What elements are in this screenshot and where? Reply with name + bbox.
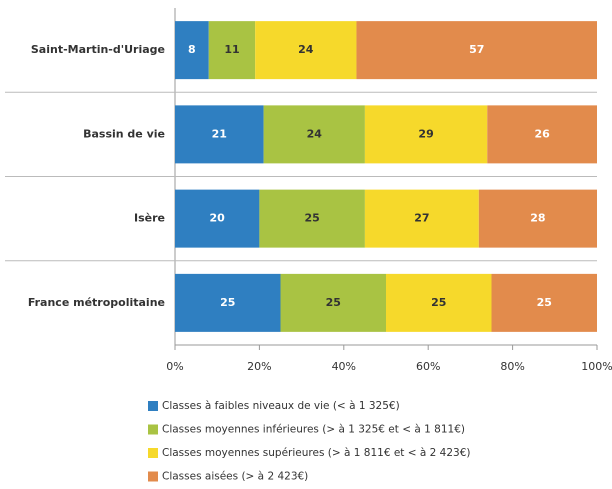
legend-swatch <box>148 401 158 411</box>
bar-segment <box>386 273 492 332</box>
data-label: 21 <box>212 127 227 140</box>
data-label: 57 <box>469 43 484 56</box>
category-label: Saint-Martin-d'Uriage <box>31 43 165 56</box>
data-label: 24 <box>298 43 314 56</box>
data-label: 29 <box>418 127 433 140</box>
data-label: 11 <box>224 43 239 56</box>
data-label: 25 <box>220 296 235 309</box>
data-label: 27 <box>414 212 429 225</box>
category-label: Isère <box>134 212 165 225</box>
bar-segment <box>255 21 357 80</box>
bar-segment <box>364 105 488 164</box>
legend-label: Classes moyennes inférieures (> à 1 325€… <box>162 424 465 436</box>
bar-segment <box>478 189 597 248</box>
data-label: 25 <box>326 296 341 309</box>
bar-segment <box>364 189 479 248</box>
bar-segment <box>356 21 597 80</box>
bar-segment <box>280 273 386 332</box>
x-tick-label: 80% <box>500 360 524 373</box>
legend-label: Classes moyennes supérieures (> à 1 811€… <box>162 447 471 459</box>
data-label: 25 <box>537 296 552 309</box>
data-label: 25 <box>431 296 446 309</box>
x-tick-label: 0% <box>166 360 183 373</box>
data-label: 24 <box>307 127 323 140</box>
legend-swatch <box>148 424 158 435</box>
bar-segment <box>175 21 209 80</box>
data-label: 25 <box>304 212 319 225</box>
bar-segment <box>175 189 260 248</box>
bar-segment <box>491 273 597 332</box>
data-label: 26 <box>534 127 550 140</box>
x-tick-label: 20% <box>247 360 271 373</box>
legend-label: Classes à faibles niveaux de vie (< à 1 … <box>162 400 400 412</box>
bar-segment <box>175 105 264 164</box>
data-label: 8 <box>188 43 196 56</box>
legend-swatch <box>148 448 158 458</box>
x-tick-label: 40% <box>332 360 356 373</box>
bar-segment <box>259 189 365 248</box>
legend-label: Classes aisées (> à 2 423€) <box>162 471 308 483</box>
legend-swatch <box>148 471 158 482</box>
bar-segment <box>208 21 256 80</box>
data-label: 28 <box>530 212 545 225</box>
category-label: Bassin de vie <box>83 127 165 140</box>
bar-segment <box>175 273 281 332</box>
category-label: France métropolitaine <box>28 296 165 309</box>
bar-segment <box>487 105 597 164</box>
data-label: 20 <box>210 212 226 225</box>
x-tick-label: 60% <box>416 360 440 373</box>
x-tick-label: 100% <box>581 360 612 373</box>
bar-segment <box>263 105 365 164</box>
